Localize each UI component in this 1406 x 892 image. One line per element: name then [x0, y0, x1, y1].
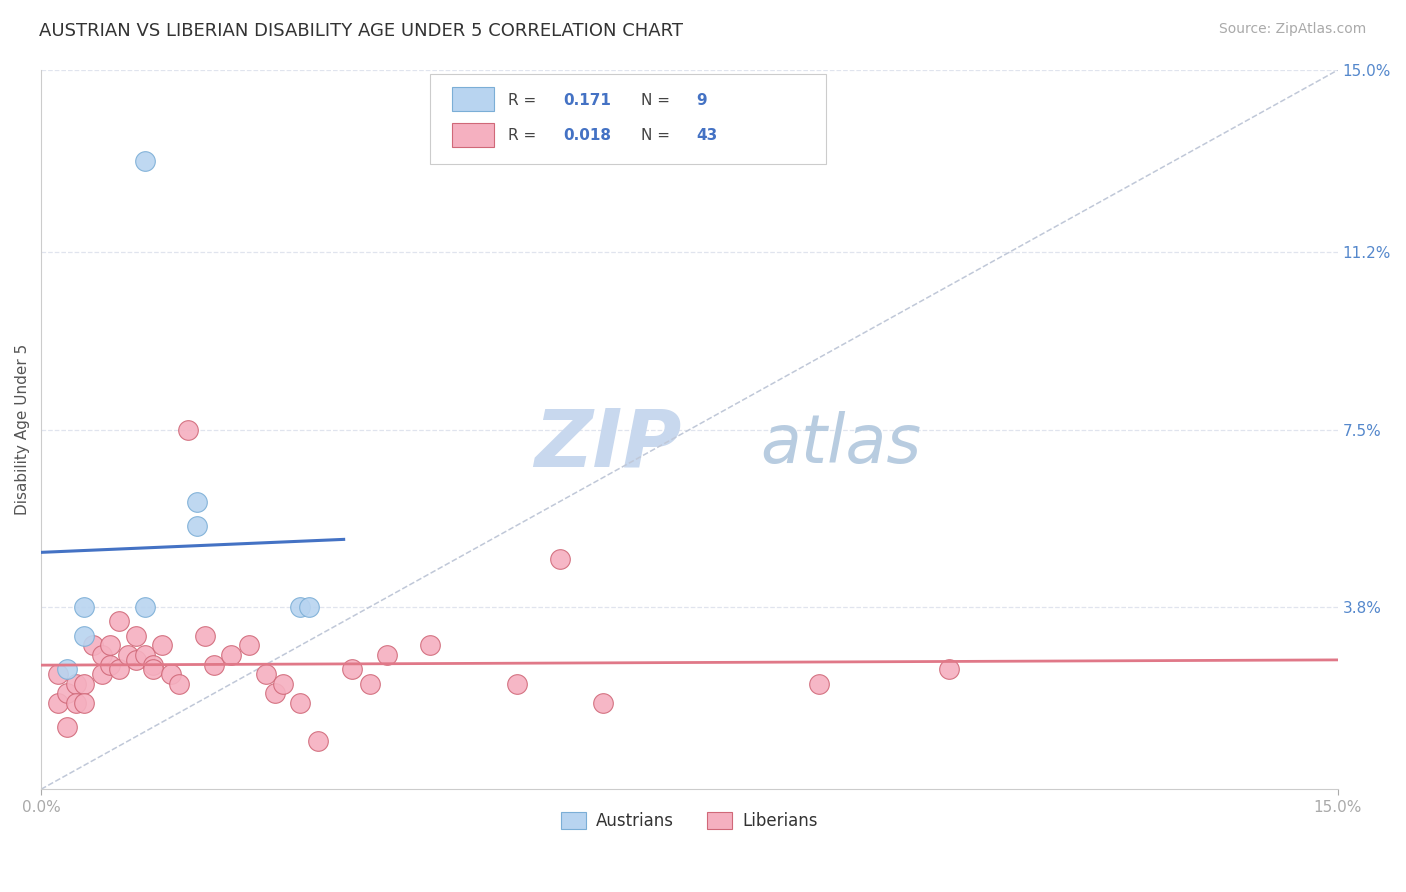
Point: [134, 154, 156, 169]
Point: [98, 639, 121, 653]
Point: [56, 686, 79, 700]
Legend: Austrians, Liberians: Austrians, Liberians: [555, 806, 823, 835]
Point: [290, 696, 312, 710]
Point: [98, 657, 121, 672]
Point: [271, 677, 294, 691]
Text: R =: R =: [508, 128, 541, 143]
Text: N =: N =: [641, 128, 675, 143]
Point: [125, 629, 148, 643]
Point: [56, 720, 79, 734]
Point: [65, 696, 87, 710]
Point: [375, 648, 398, 662]
Point: [186, 518, 208, 533]
Point: [342, 662, 364, 676]
Point: [202, 657, 225, 672]
Point: [82, 639, 104, 653]
Point: [48, 696, 70, 710]
Point: [142, 662, 165, 676]
Point: [117, 648, 139, 662]
Point: [159, 667, 181, 681]
Point: [238, 639, 260, 653]
Point: [134, 648, 156, 662]
Text: Source: ZipAtlas.com: Source: ZipAtlas.com: [1219, 22, 1367, 37]
Point: [142, 657, 165, 672]
FancyBboxPatch shape: [453, 87, 494, 111]
Point: [808, 677, 831, 691]
Point: [73, 629, 96, 643]
Text: 9: 9: [696, 94, 707, 109]
Text: atlas: atlas: [761, 411, 922, 477]
FancyBboxPatch shape: [430, 74, 825, 163]
FancyBboxPatch shape: [453, 123, 494, 147]
Point: [48, 667, 70, 681]
Point: [592, 696, 614, 710]
Point: [263, 686, 285, 700]
Point: [169, 677, 191, 691]
Point: [186, 494, 208, 508]
Text: N =: N =: [641, 94, 675, 109]
Point: [290, 600, 312, 615]
Point: [150, 639, 173, 653]
Point: [73, 696, 96, 710]
Text: AUSTRIAN VS LIBERIAN DISABILITY AGE UNDER 5 CORRELATION CHART: AUSTRIAN VS LIBERIAN DISABILITY AGE UNDE…: [39, 22, 683, 40]
Text: R =: R =: [508, 94, 541, 109]
Point: [108, 615, 131, 629]
Point: [219, 648, 242, 662]
Point: [419, 639, 441, 653]
Point: [65, 677, 87, 691]
Point: [548, 552, 571, 566]
Point: [938, 662, 960, 676]
Point: [505, 677, 527, 691]
Point: [73, 677, 96, 691]
Point: [194, 629, 217, 643]
Point: [307, 734, 329, 748]
Point: [125, 653, 148, 667]
Point: [90, 667, 112, 681]
Point: [90, 648, 112, 662]
Point: [108, 662, 131, 676]
Text: 0.018: 0.018: [564, 128, 612, 143]
Point: [56, 662, 79, 676]
Text: 0.171: 0.171: [564, 94, 612, 109]
Y-axis label: Disability Age Under 5: Disability Age Under 5: [15, 344, 30, 516]
Text: 43: 43: [696, 128, 717, 143]
Point: [177, 423, 200, 437]
Point: [298, 600, 321, 615]
Point: [73, 600, 96, 615]
Text: ZIP: ZIP: [534, 405, 682, 483]
Point: [359, 677, 381, 691]
Point: [134, 600, 156, 615]
Point: [254, 667, 277, 681]
